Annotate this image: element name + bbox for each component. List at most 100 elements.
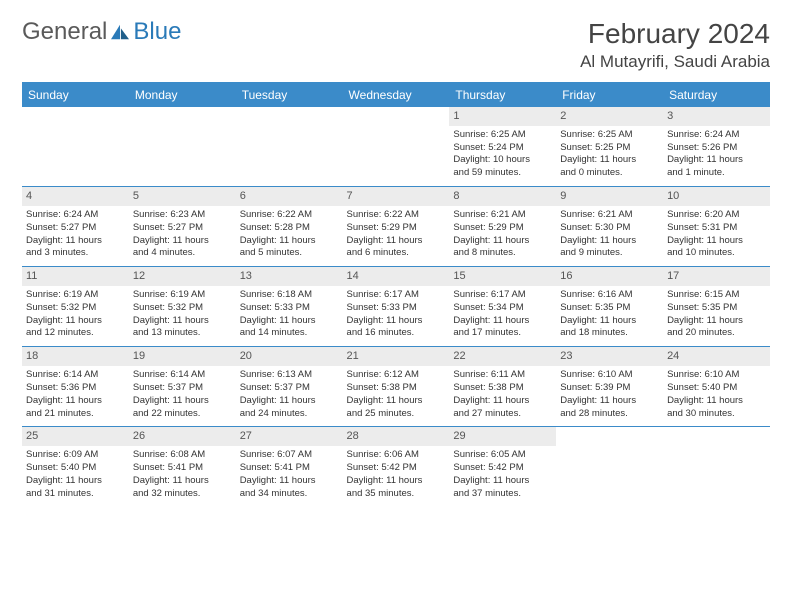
day-header: Thursday bbox=[449, 83, 556, 107]
sunrise-text: Sunrise: 6:19 AM bbox=[26, 289, 125, 302]
daylight-text: and 16 minutes. bbox=[347, 327, 446, 340]
day-header: Tuesday bbox=[236, 83, 343, 107]
day-number: 24 bbox=[663, 347, 770, 366]
daylight-text: and 14 minutes. bbox=[240, 327, 339, 340]
calendar-cell: 20Sunrise: 6:13 AMSunset: 5:37 PMDayligh… bbox=[236, 347, 343, 427]
sail-icon bbox=[109, 23, 131, 41]
calendar-cell: 8Sunrise: 6:21 AMSunset: 5:29 PMDaylight… bbox=[449, 187, 556, 267]
daylight-text: and 30 minutes. bbox=[667, 408, 766, 421]
sunrise-text: Sunrise: 6:22 AM bbox=[347, 209, 446, 222]
day-number: 27 bbox=[236, 427, 343, 446]
sunrise-text: Sunrise: 6:19 AM bbox=[133, 289, 232, 302]
daylight-text: Daylight: 11 hours bbox=[240, 475, 339, 488]
calendar-week-row: 25Sunrise: 6:09 AMSunset: 5:40 PMDayligh… bbox=[22, 427, 770, 507]
sunset-text: Sunset: 5:39 PM bbox=[560, 382, 659, 395]
daylight-text: Daylight: 11 hours bbox=[453, 475, 552, 488]
day-number: 5 bbox=[129, 187, 236, 206]
sunrise-text: Sunrise: 6:05 AM bbox=[453, 449, 552, 462]
sunset-text: Sunset: 5:32 PM bbox=[133, 302, 232, 315]
daylight-text: Daylight: 11 hours bbox=[133, 235, 232, 248]
header: General Blue February 2024 Al Mutayrifi,… bbox=[22, 18, 770, 72]
calendar-cell: 29Sunrise: 6:05 AMSunset: 5:42 PMDayligh… bbox=[449, 427, 556, 507]
sunrise-text: Sunrise: 6:14 AM bbox=[133, 369, 232, 382]
day-number: 22 bbox=[449, 347, 556, 366]
day-number: 8 bbox=[449, 187, 556, 206]
day-number: 16 bbox=[556, 267, 663, 286]
daylight-text: Daylight: 11 hours bbox=[667, 235, 766, 248]
day-number: 3 bbox=[663, 107, 770, 126]
sunset-text: Sunset: 5:35 PM bbox=[560, 302, 659, 315]
day-number: 15 bbox=[449, 267, 556, 286]
day-number: 26 bbox=[129, 427, 236, 446]
sunrise-text: Sunrise: 6:20 AM bbox=[667, 209, 766, 222]
sunset-text: Sunset: 5:38 PM bbox=[347, 382, 446, 395]
calendar-cell: 4Sunrise: 6:24 AMSunset: 5:27 PMDaylight… bbox=[22, 187, 129, 267]
daylight-text: and 32 minutes. bbox=[133, 488, 232, 501]
daylight-text: Daylight: 11 hours bbox=[240, 235, 339, 248]
calendar-table: Sunday Monday Tuesday Wednesday Thursday… bbox=[22, 82, 770, 506]
day-header: Wednesday bbox=[343, 83, 450, 107]
calendar-cell: 27Sunrise: 6:07 AMSunset: 5:41 PMDayligh… bbox=[236, 427, 343, 507]
day-number: 4 bbox=[22, 187, 129, 206]
calendar-cell: 16Sunrise: 6:16 AMSunset: 5:35 PMDayligh… bbox=[556, 267, 663, 347]
sunrise-text: Sunrise: 6:12 AM bbox=[347, 369, 446, 382]
calendar-cell: 24Sunrise: 6:10 AMSunset: 5:40 PMDayligh… bbox=[663, 347, 770, 427]
daylight-text: and 37 minutes. bbox=[453, 488, 552, 501]
calendar-cell: 15Sunrise: 6:17 AMSunset: 5:34 PMDayligh… bbox=[449, 267, 556, 347]
day-number: 2 bbox=[556, 107, 663, 126]
sunset-text: Sunset: 5:35 PM bbox=[667, 302, 766, 315]
day-header: Sunday bbox=[22, 83, 129, 107]
sunset-text: Sunset: 5:29 PM bbox=[453, 222, 552, 235]
sunset-text: Sunset: 5:32 PM bbox=[26, 302, 125, 315]
calendar-week-row: 11Sunrise: 6:19 AMSunset: 5:32 PMDayligh… bbox=[22, 267, 770, 347]
day-number: 23 bbox=[556, 347, 663, 366]
daylight-text: and 12 minutes. bbox=[26, 327, 125, 340]
sunset-text: Sunset: 5:42 PM bbox=[347, 462, 446, 475]
calendar-week-row: 1Sunrise: 6:25 AMSunset: 5:24 PMDaylight… bbox=[22, 107, 770, 187]
day-header: Friday bbox=[556, 83, 663, 107]
day-number: 6 bbox=[236, 187, 343, 206]
daylight-text: and 3 minutes. bbox=[26, 247, 125, 260]
daylight-text: Daylight: 11 hours bbox=[667, 154, 766, 167]
daylight-text: Daylight: 11 hours bbox=[240, 315, 339, 328]
daylight-text: and 31 minutes. bbox=[26, 488, 125, 501]
daylight-text: and 59 minutes. bbox=[453, 167, 552, 180]
sunset-text: Sunset: 5:38 PM bbox=[453, 382, 552, 395]
location-label: Al Mutayrifi, Saudi Arabia bbox=[580, 52, 770, 72]
daylight-text: and 20 minutes. bbox=[667, 327, 766, 340]
sunset-text: Sunset: 5:37 PM bbox=[133, 382, 232, 395]
calendar-cell: 1Sunrise: 6:25 AMSunset: 5:24 PMDaylight… bbox=[449, 107, 556, 187]
calendar-cell: 19Sunrise: 6:14 AMSunset: 5:37 PMDayligh… bbox=[129, 347, 236, 427]
sunset-text: Sunset: 5:24 PM bbox=[453, 142, 552, 155]
day-number: 19 bbox=[129, 347, 236, 366]
sunset-text: Sunset: 5:33 PM bbox=[240, 302, 339, 315]
sunset-text: Sunset: 5:25 PM bbox=[560, 142, 659, 155]
sunset-text: Sunset: 5:28 PM bbox=[240, 222, 339, 235]
sunset-text: Sunset: 5:31 PM bbox=[667, 222, 766, 235]
calendar-week-row: 4Sunrise: 6:24 AMSunset: 5:27 PMDaylight… bbox=[22, 187, 770, 267]
sunset-text: Sunset: 5:33 PM bbox=[347, 302, 446, 315]
sunset-text: Sunset: 5:40 PM bbox=[26, 462, 125, 475]
daylight-text: Daylight: 11 hours bbox=[347, 315, 446, 328]
sunrise-text: Sunrise: 6:17 AM bbox=[347, 289, 446, 302]
daylight-text: Daylight: 11 hours bbox=[347, 235, 446, 248]
daylight-text: and 13 minutes. bbox=[133, 327, 232, 340]
brand-part1: General bbox=[22, 18, 107, 46]
calendar-cell: 3Sunrise: 6:24 AMSunset: 5:26 PMDaylight… bbox=[663, 107, 770, 187]
sunrise-text: Sunrise: 6:17 AM bbox=[453, 289, 552, 302]
calendar-cell bbox=[663, 427, 770, 507]
daylight-text: and 27 minutes. bbox=[453, 408, 552, 421]
title-block: February 2024 Al Mutayrifi, Saudi Arabia bbox=[580, 18, 770, 72]
daylight-text: and 6 minutes. bbox=[347, 247, 446, 260]
brand-part2: Blue bbox=[133, 18, 181, 46]
daylight-text: Daylight: 11 hours bbox=[453, 315, 552, 328]
sunset-text: Sunset: 5:37 PM bbox=[240, 382, 339, 395]
daylight-text: and 35 minutes. bbox=[347, 488, 446, 501]
calendar-cell: 12Sunrise: 6:19 AMSunset: 5:32 PMDayligh… bbox=[129, 267, 236, 347]
daylight-text: Daylight: 11 hours bbox=[133, 475, 232, 488]
daylight-text: Daylight: 11 hours bbox=[560, 315, 659, 328]
calendar-cell: 22Sunrise: 6:11 AMSunset: 5:38 PMDayligh… bbox=[449, 347, 556, 427]
sunrise-text: Sunrise: 6:14 AM bbox=[26, 369, 125, 382]
day-number: 7 bbox=[343, 187, 450, 206]
calendar-cell bbox=[343, 107, 450, 187]
